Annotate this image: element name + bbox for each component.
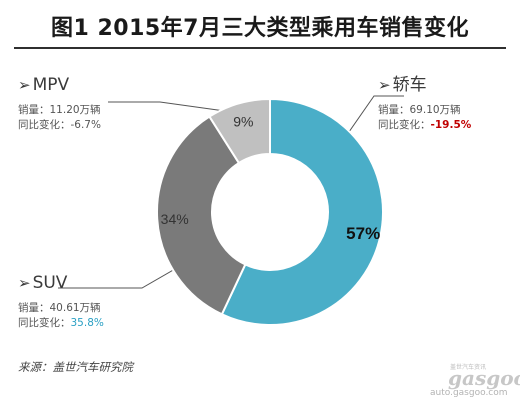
mpv-slice: [208, 97, 271, 165]
mpv-annotation: ➢ MPV 销量：11.20万辆 同比变化：-6.7%: [18, 75, 101, 133]
suv-percent-label: 34%: [161, 211, 189, 227]
watermark-logo: gasgoo: [448, 366, 520, 390]
suv-sales: 销量：40.61万辆: [18, 302, 101, 314]
arrow-icon: ➢: [18, 274, 31, 292]
suv-name: SUV: [32, 273, 68, 293]
mpv-yoy-label: 同比变化：: [18, 119, 71, 131]
sedan-name: 轿车: [392, 75, 427, 95]
mpv-name: MPV: [32, 75, 70, 95]
mpv-yoy-value: -6.7%: [70, 119, 101, 131]
sedan-label: ➢ 轿车: [378, 70, 471, 95]
suv-slice: [156, 115, 247, 316]
mpv-leader-line: [108, 101, 233, 113]
sedan-annotation: ➢ 轿车 销量：69.10万辆 同比变化：-19.5%: [378, 70, 471, 133]
suv-yoy-label: 同比变化：: [18, 317, 71, 329]
sedan-percent-label: 57%: [346, 224, 380, 243]
watermark-url: auto.gasgoo.com: [430, 388, 508, 398]
mpv-sales: 销量：11.20万辆: [18, 104, 101, 116]
source-note: 来源：盖世汽车研究院: [18, 360, 133, 374]
watermark-caption: 盖世汽车资讯: [450, 364, 487, 371]
arrow-icon: ➢: [18, 76, 31, 94]
suv-yoy-value: 35.8%: [70, 317, 104, 329]
mpv-label: ➢ MPV: [18, 75, 101, 95]
sedan-yoy-value: -19.5%: [430, 119, 472, 131]
mpv-percent-label: 9%: [233, 113, 253, 129]
mpv-yoy: 同比变化：-6.7%: [18, 118, 101, 133]
title-underline: [14, 47, 506, 49]
sedan-slice: [220, 97, 384, 326]
sedan-sales: 销量：69.10万辆: [378, 104, 461, 116]
chart-title: 图1 2015年7月三大类型乘用车销售变化: [50, 16, 469, 41]
suv-annotation: ➢ SUV 销量：40.61万辆 同比变化：35.8%: [18, 273, 104, 331]
sedan-yoy: 同比变化：-19.5%: [378, 118, 471, 133]
sedan-yoy-label: 同比变化：: [378, 119, 431, 131]
arrow-icon: ➢: [378, 76, 391, 94]
suv-label: ➢ SUV: [18, 273, 104, 293]
suv-yoy: 同比变化：35.8%: [18, 316, 104, 331]
